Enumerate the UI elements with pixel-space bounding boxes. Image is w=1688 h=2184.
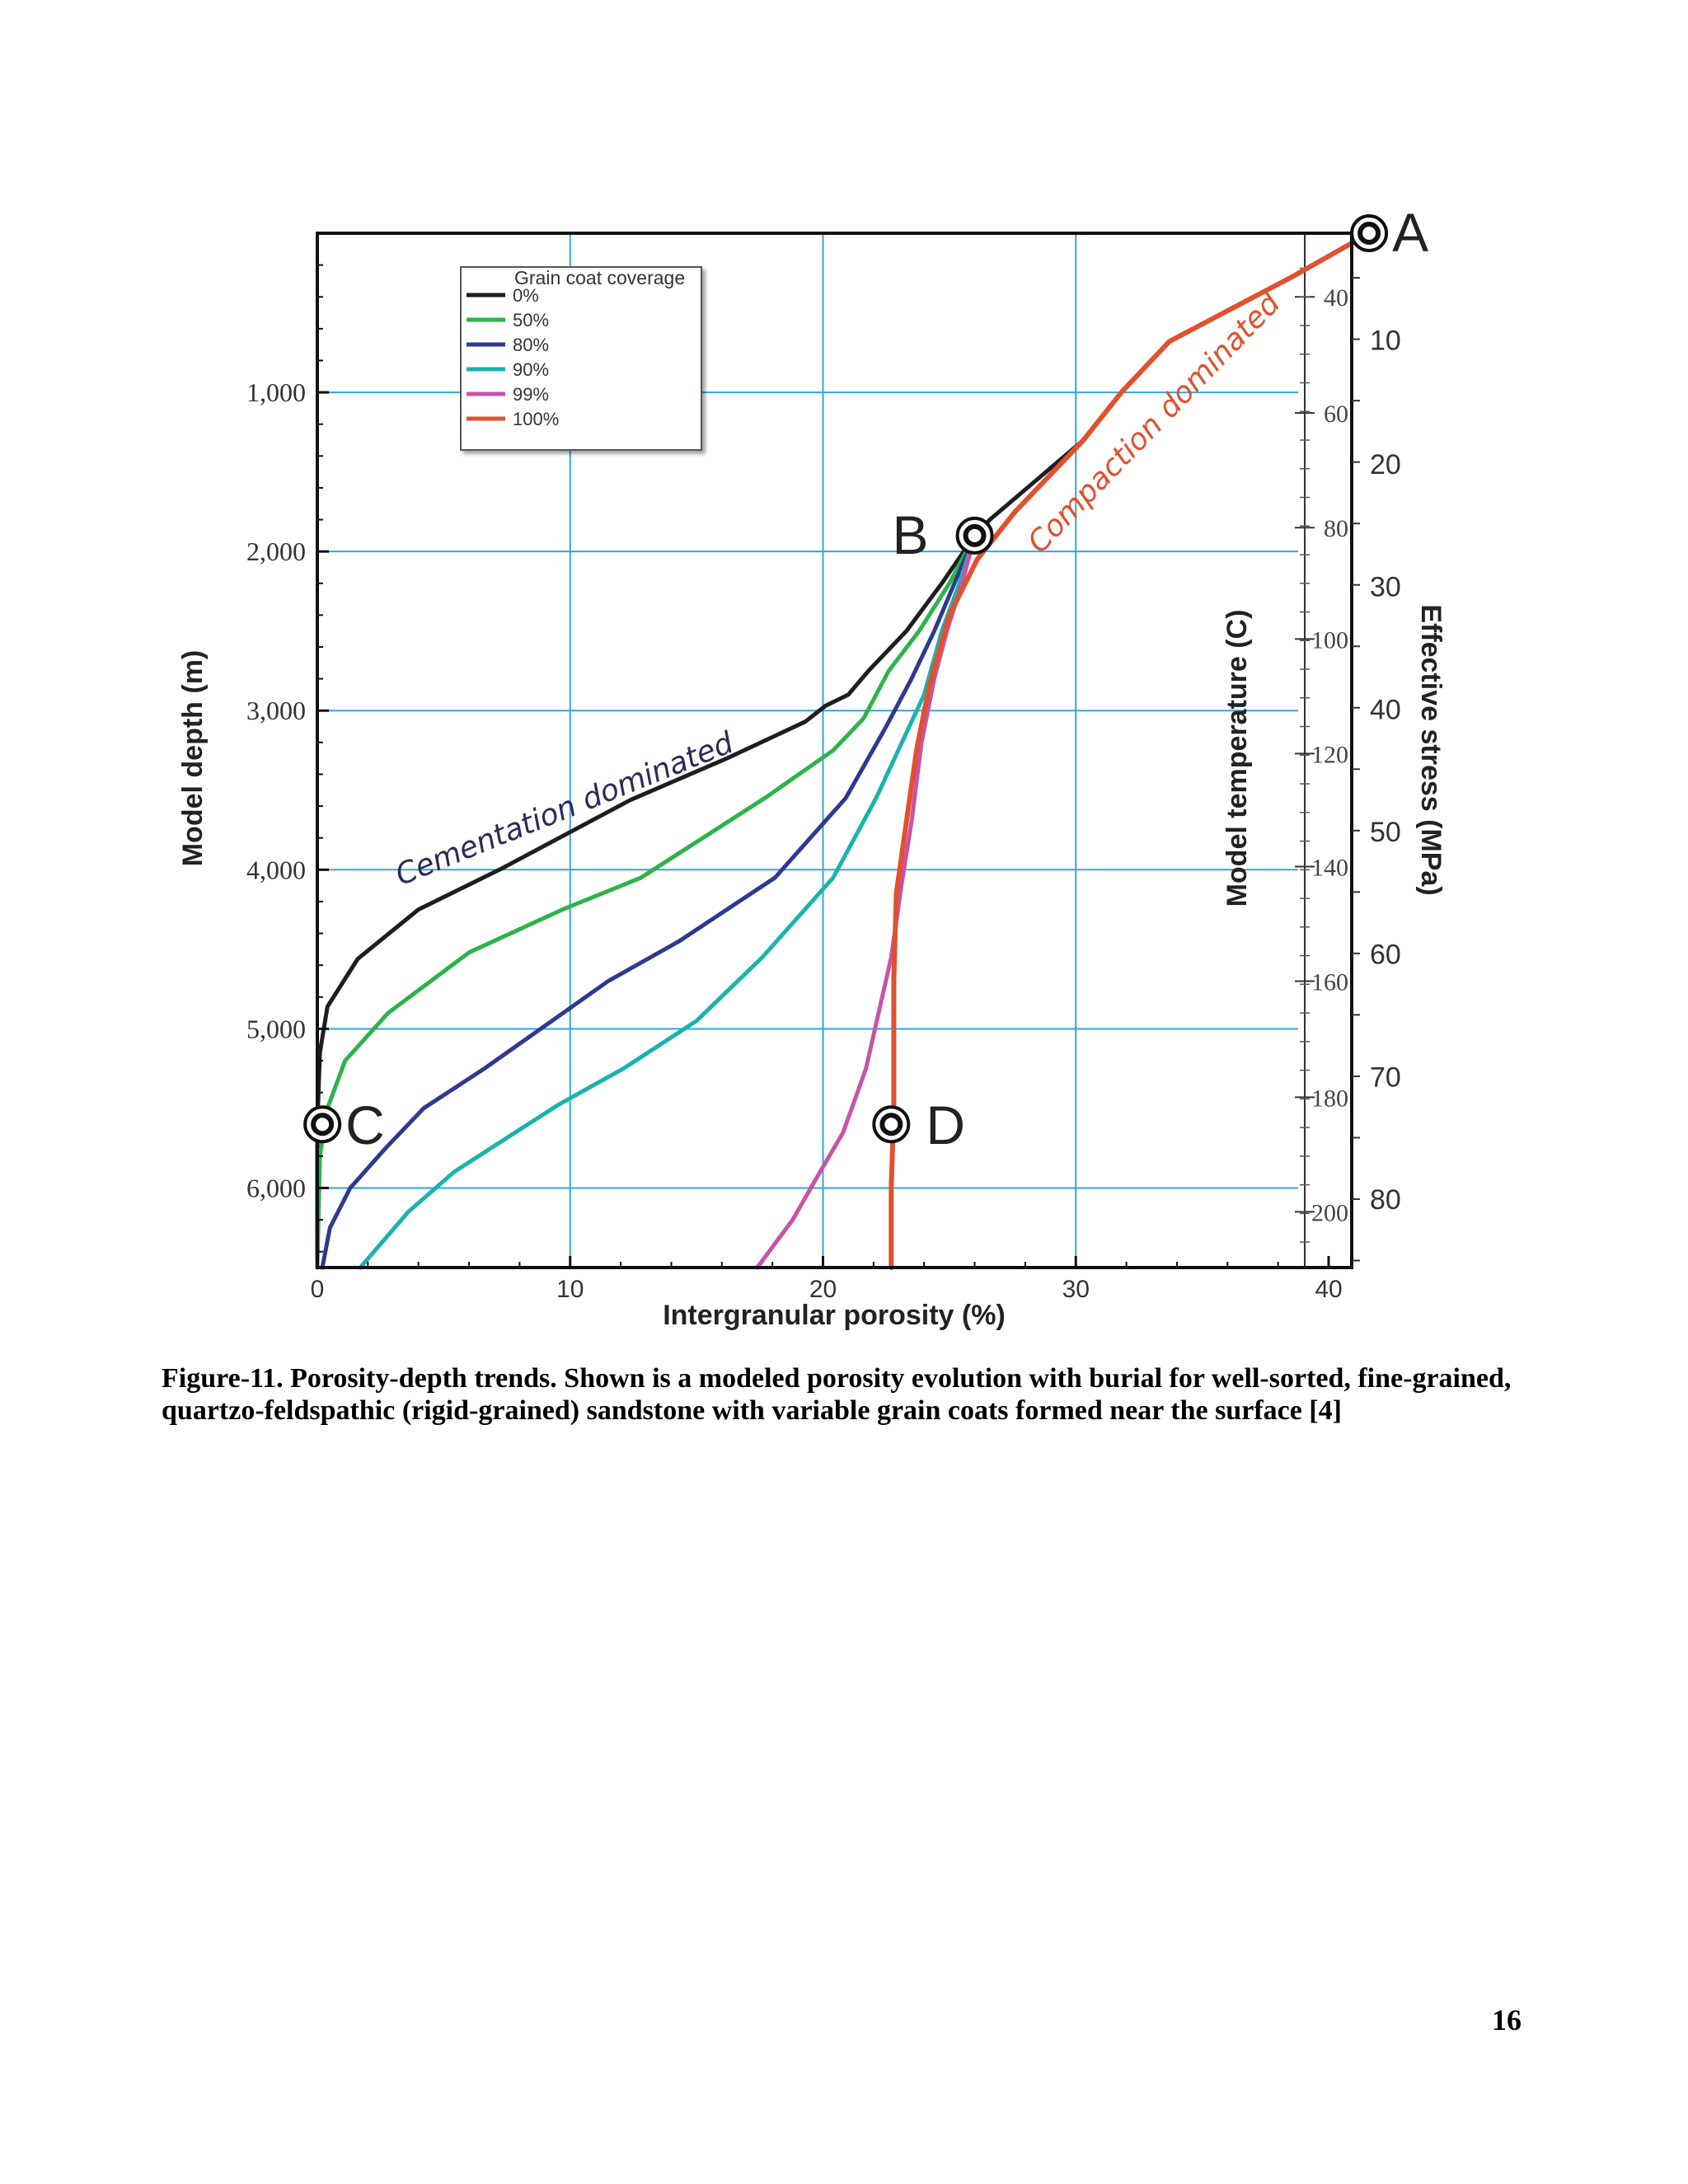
- temperature-tick-label: 60: [1324, 401, 1348, 428]
- figure-caption: Figure-11. Porosity-depth trends. Shown …: [162, 1363, 1512, 1426]
- temperature-tick-label: 100: [1311, 626, 1348, 654]
- x-tick-label: 0: [311, 1276, 325, 1303]
- stress-tick-label: 50: [1370, 817, 1401, 848]
- marker-label-A: A: [1392, 202, 1428, 263]
- y-tick-label: 4,000: [246, 855, 306, 884]
- series-line-50-pct: [315, 533, 978, 1270]
- stress-tick-label: 80: [1370, 1184, 1401, 1216]
- stress-tick-label: 70: [1370, 1062, 1401, 1093]
- x-tick-label: 10: [556, 1276, 584, 1303]
- temperature-axis: 40 60 80 100 120 140 160 180 200: [1295, 233, 1348, 1268]
- y-tick-label: 6,000: [246, 1173, 306, 1202]
- x-tick-label: 20: [809, 1276, 837, 1303]
- legend-label: 0%: [513, 285, 539, 306]
- stress-tick-label: 40: [1370, 694, 1401, 725]
- point-markers: A B C D: [303, 202, 1428, 1155]
- legend-label: 50%: [513, 310, 549, 330]
- page-number: 16: [1492, 2004, 1522, 2036]
- plot-frame: [316, 232, 1353, 1269]
- marker-label-C: C: [345, 1094, 385, 1155]
- series-line-90-pct: [358, 533, 978, 1270]
- legend-title: Grain coat coverage: [514, 267, 685, 288]
- axis-ticks: 0 10 20 30 40 1,000 2,000 3,000 4,000 5,000 6,000: [246, 264, 1343, 1303]
- legend-items: 0% 50% 80% 90% 99% 100%: [467, 285, 559, 429]
- y-tick-label: 1,000: [246, 377, 306, 407]
- x-tick-label: 30: [1062, 1276, 1090, 1303]
- temperature-tick-label: 180: [1311, 1085, 1348, 1112]
- temperature-tick-label: 200: [1311, 1199, 1348, 1226]
- temperature-axis-label: Model temperature (C): [1221, 610, 1253, 907]
- marker-label-B: B: [893, 504, 929, 565]
- annotation-compaction: Compaction dominated: [1021, 286, 1287, 560]
- stress-tick-label: 20: [1370, 449, 1401, 480]
- y-tick-label: 2,000: [246, 537, 306, 566]
- marker-label-D: D: [926, 1094, 965, 1155]
- marker-A-dot: [1357, 222, 1381, 245]
- marker-C-dot: [311, 1113, 335, 1137]
- temperature-tick-label: 160: [1311, 968, 1348, 996]
- temperature-tick-label: 40: [1324, 284, 1348, 312]
- y-axis-label: Model depth (m): [177, 650, 209, 867]
- legend-label: 90%: [513, 359, 549, 380]
- series-line-80-pct: [320, 533, 978, 1270]
- marker-B-dot: [963, 523, 987, 547]
- stress-tick-label: 10: [1370, 325, 1401, 356]
- legend: Grain coat coverage 0% 50% 80% 90% 99% 100%: [460, 266, 702, 451]
- temperature-tick-label: 80: [1324, 515, 1348, 542]
- legend-label: 80%: [513, 335, 549, 355]
- temperature-tick-label: 120: [1311, 741, 1348, 768]
- y-tick-label: 5,000: [246, 1014, 306, 1043]
- legend-label: 100%: [513, 409, 559, 429]
- temperature-tick-label: 140: [1311, 854, 1348, 881]
- marker-D-dot: [879, 1113, 903, 1137]
- stress-axis-label: Effective stress (MPa): [1415, 604, 1447, 895]
- stress-tick-label: 30: [1370, 572, 1401, 603]
- annotation-cementation: Cementation dominated: [391, 725, 738, 892]
- x-tick-label: 40: [1315, 1276, 1342, 1303]
- legend-label: 99%: [513, 384, 549, 405]
- y-tick-label: 3,000: [246, 696, 306, 725]
- porosity-depth-chart: 40 60 80 100 120 140 160 180 200 0 10 20 30 40 1,000 2…: [177, 202, 1447, 1331]
- stress-axis: 10 20 30 40 50 60 70 80: [1352, 277, 1401, 1262]
- x-axis-label: Intergranular porosity (%): [663, 1300, 1006, 1331]
- series-lines: [315, 231, 1372, 1270]
- series-line-100-pct: [889, 231, 1372, 1270]
- stress-tick-label: 60: [1370, 940, 1401, 971]
